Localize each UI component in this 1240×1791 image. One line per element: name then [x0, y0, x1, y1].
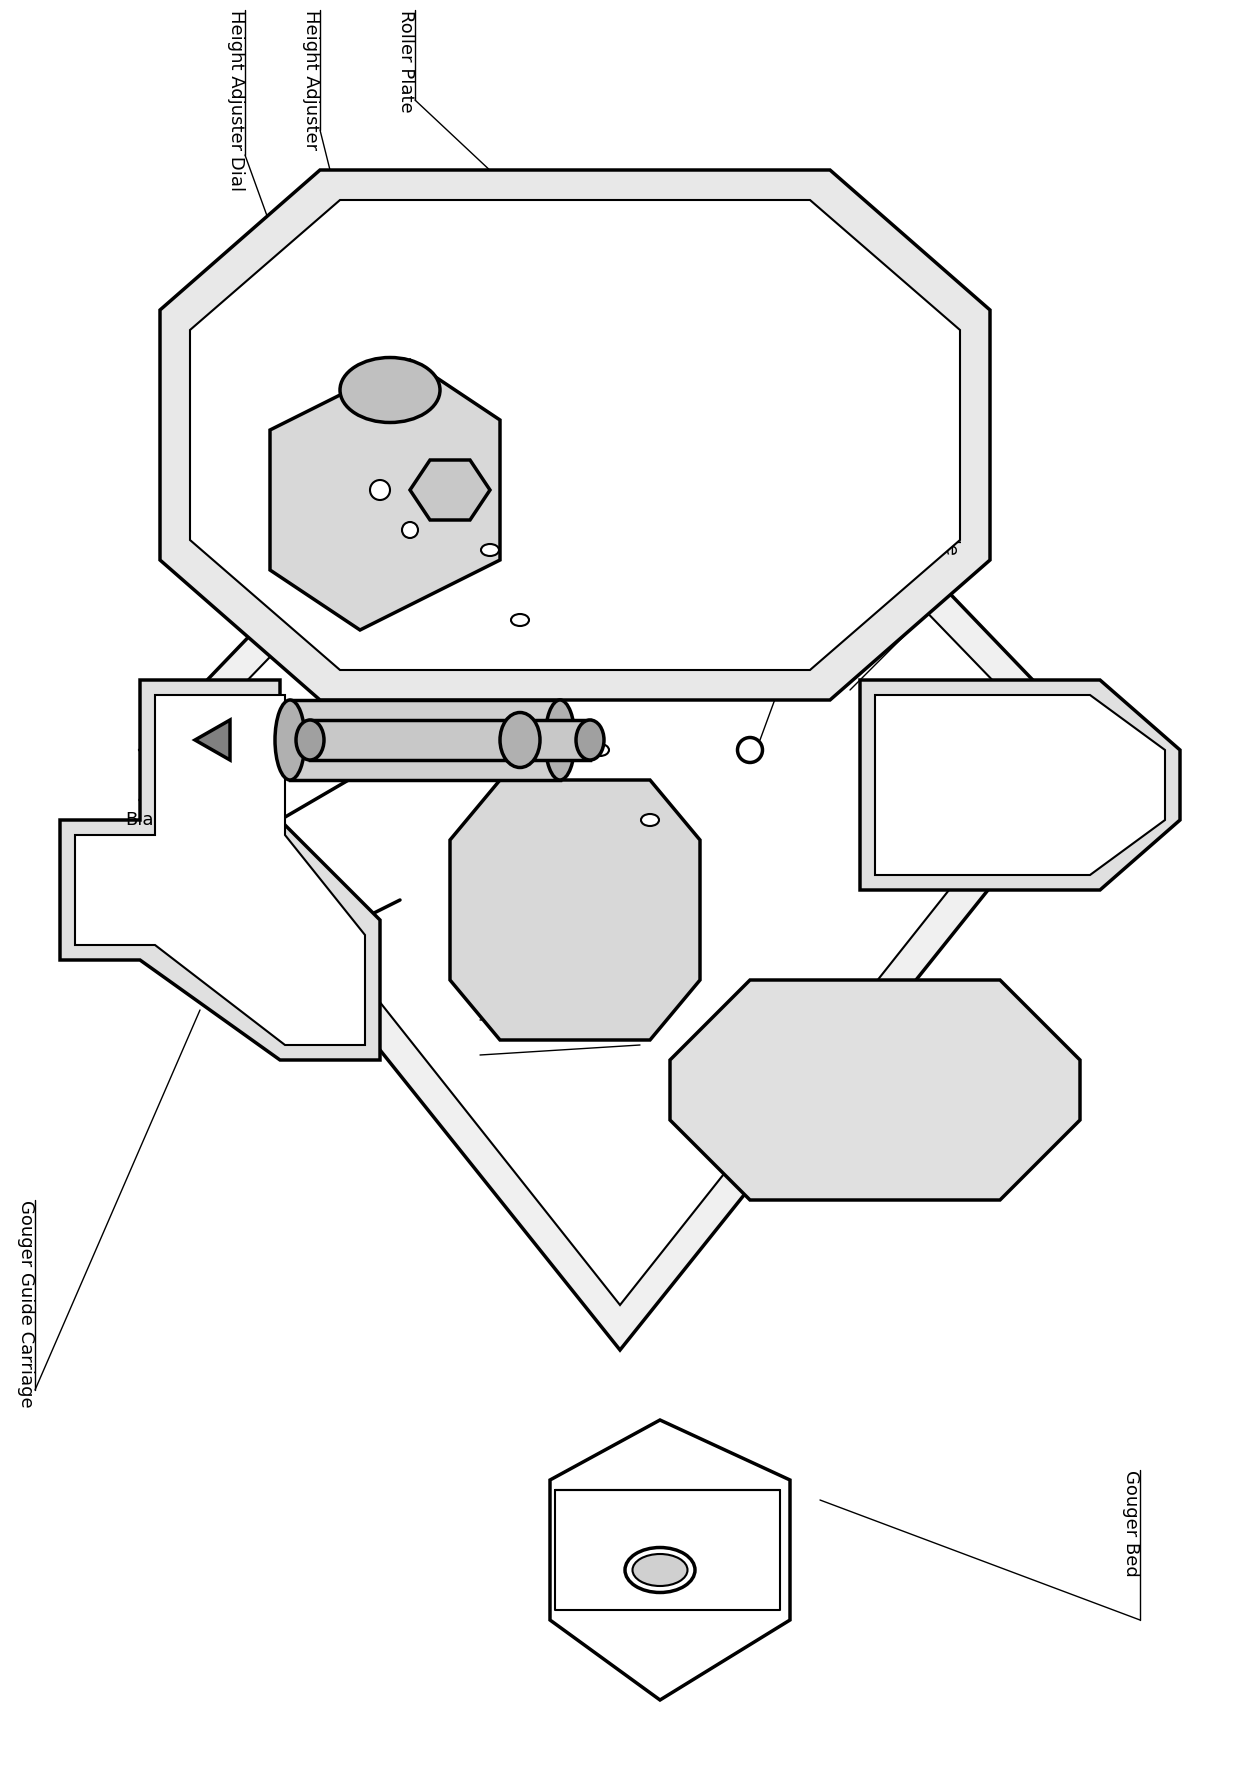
Polygon shape — [310, 720, 590, 759]
Polygon shape — [195, 720, 229, 759]
Polygon shape — [160, 170, 990, 700]
Polygon shape — [290, 700, 560, 781]
Text: Gouger Guide: Gouger Guide — [942, 430, 960, 555]
Polygon shape — [670, 980, 1080, 1200]
Ellipse shape — [577, 720, 604, 759]
Ellipse shape — [481, 544, 498, 555]
Ellipse shape — [296, 720, 324, 759]
Ellipse shape — [625, 1547, 694, 1592]
Text: Gouger Bed: Gouger Bed — [1122, 1470, 1140, 1576]
Ellipse shape — [500, 713, 539, 768]
Text: Ball Bearing: Ball Bearing — [852, 310, 870, 419]
Text: FIG. 1: FIG. 1 — [838, 1141, 903, 1161]
Polygon shape — [180, 296, 1060, 1306]
Text: Height Adjuster Dial: Height Adjuster Dial — [227, 11, 246, 192]
Text: Gouger Guide Carriage: Gouger Guide Carriage — [17, 1200, 35, 1408]
Polygon shape — [556, 1490, 780, 1610]
Ellipse shape — [641, 813, 658, 826]
Ellipse shape — [275, 700, 305, 781]
Text: Height Adjuster: Height Adjuster — [303, 11, 320, 150]
Polygon shape — [551, 1420, 790, 1700]
Ellipse shape — [632, 1555, 687, 1587]
Text: Roller Plate: Roller Plate — [397, 11, 415, 113]
Ellipse shape — [738, 738, 763, 763]
Ellipse shape — [546, 700, 575, 781]
Polygon shape — [861, 681, 1180, 890]
Polygon shape — [270, 360, 500, 630]
Polygon shape — [450, 781, 701, 1041]
Polygon shape — [74, 695, 365, 1044]
Ellipse shape — [591, 743, 609, 756]
Polygon shape — [190, 201, 960, 670]
Ellipse shape — [370, 480, 391, 500]
Polygon shape — [60, 681, 379, 1060]
Text: Blade: Blade — [125, 811, 176, 829]
Ellipse shape — [511, 614, 529, 627]
Ellipse shape — [402, 521, 418, 537]
Ellipse shape — [340, 358, 440, 423]
Polygon shape — [140, 251, 1100, 1350]
Polygon shape — [875, 695, 1166, 876]
Polygon shape — [410, 460, 490, 519]
